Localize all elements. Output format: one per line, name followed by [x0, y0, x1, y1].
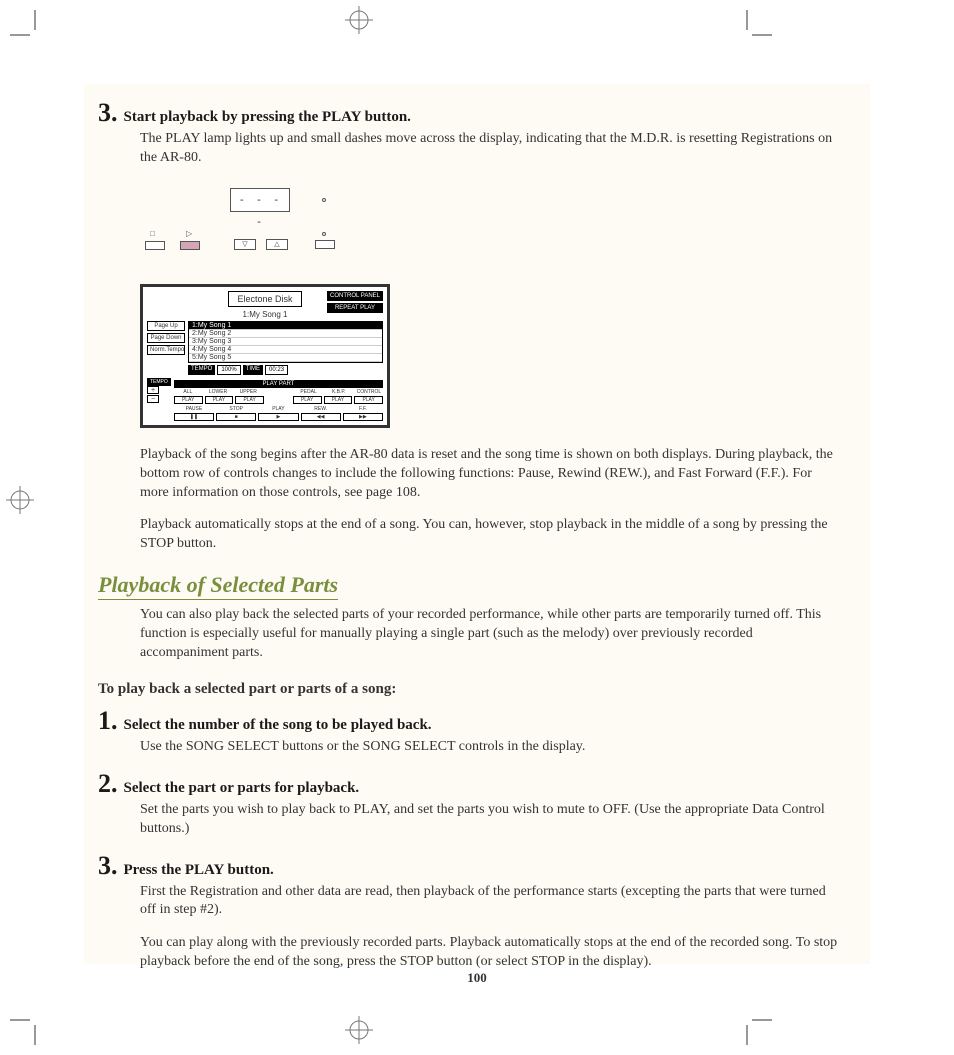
- time-value: 00:23: [265, 365, 288, 375]
- step-number: 1.: [98, 706, 118, 736]
- play-icon: ▷: [186, 229, 192, 238]
- step-1: 1. Select the number of the song to be p…: [96, 706, 840, 757]
- tempo-value: 100%: [217, 365, 240, 375]
- page-content: 3. Start playback by pressing the PLAY b…: [84, 84, 870, 964]
- control-label: REW.: [301, 406, 341, 412]
- control-panel-button: CONTROL PANEL: [327, 291, 383, 301]
- step-title: Press the PLAY button.: [124, 862, 274, 879]
- play-part-header: PLAY PART: [174, 380, 383, 388]
- pause-icon: ❚❚: [174, 413, 214, 421]
- song-list-item: 1:My Song 1: [189, 322, 382, 330]
- song-list-item: 2:My Song 2: [189, 330, 382, 338]
- part-label: UPPER: [234, 389, 262, 395]
- step-3-top: 3. Start playback by pressing the PLAY b…: [96, 98, 840, 168]
- part-label: LOWER: [204, 389, 232, 395]
- repeat-play-button: REPEAT PLAY: [327, 303, 383, 313]
- part-state: PLAY: [293, 396, 322, 404]
- step-3: 3. Press the PLAY button. First the Regi…: [96, 851, 840, 973]
- up-button: △: [266, 239, 288, 250]
- step-title: Select the number of the song to be play…: [124, 717, 432, 734]
- part-state: PLAY: [174, 396, 203, 404]
- control-label: F.F.: [343, 406, 383, 412]
- reg-mark-left: [6, 486, 34, 519]
- play-button: [180, 241, 200, 250]
- page-down-button: Page Down: [147, 333, 185, 343]
- screen-title: Electone Disk: [228, 291, 301, 307]
- part-state: PLAY: [354, 396, 383, 404]
- reg-mark-top: [345, 6, 373, 39]
- time-label: TIME: [243, 365, 263, 375]
- part-state: PLAY: [235, 396, 264, 404]
- crop-mark-br: [732, 1005, 772, 1045]
- playback-paragraph-1: Playback of the song begins after the AR…: [140, 446, 840, 503]
- step-2: 2. Select the part or parts for playback…: [96, 769, 840, 839]
- part-state: PLAY: [324, 396, 353, 404]
- step-number: 3.: [98, 98, 118, 128]
- song-list-item: 5:My Song 5: [189, 354, 382, 362]
- control-label: PAUSE: [174, 406, 214, 412]
- step-body-2: You can play along with the previously r…: [140, 934, 840, 972]
- step-title: Select the part or parts for playback.: [124, 780, 360, 797]
- song-list-item: 4:My Song 4: [189, 346, 382, 354]
- norm-tempo-button: Norm.Tempo: [147, 345, 185, 355]
- indicator-dot: [322, 232, 326, 236]
- section-heading: Playback of Selected Parts: [98, 572, 338, 600]
- stop-icon: □: [150, 229, 155, 238]
- part-label: CONTROL: [355, 389, 383, 395]
- indicator-dot: [322, 198, 326, 202]
- song-list: 1:My Song 1 2:My Song 2 3:My Song 3 4:My…: [188, 321, 383, 363]
- part-state: PLAY: [205, 396, 234, 404]
- song-list-item: 3:My Song 3: [189, 338, 382, 346]
- part-label: PEDAL: [294, 389, 322, 395]
- tempo-section-label: TEMPO: [147, 378, 171, 386]
- stop-icon: ■: [216, 413, 256, 421]
- crop-mark-tr: [732, 10, 772, 50]
- step-number: 3.: [98, 851, 118, 881]
- ff-icon: ▶▶: [343, 413, 383, 421]
- part-label: [264, 389, 292, 395]
- control-label: PLAY: [258, 406, 298, 412]
- section-intro: You can also play back the selected part…: [140, 606, 840, 663]
- tempo-down-button: −: [147, 395, 159, 403]
- hw-button: [315, 240, 335, 249]
- step-body-1: First the Registration and other data ar…: [140, 883, 840, 921]
- down-button: ▽: [234, 239, 256, 250]
- playback-paragraph-2: Playback automatically stops at the end …: [140, 516, 840, 554]
- lcd-display: - - - -: [230, 188, 290, 212]
- reg-mark-bottom: [345, 1016, 373, 1049]
- step-body: Set the parts you wish to play back to P…: [140, 801, 840, 839]
- crop-mark-bl: [10, 1005, 50, 1045]
- page-up-button: Page Up: [147, 321, 185, 331]
- page-number: 100: [467, 970, 487, 986]
- control-label: STOP: [216, 406, 256, 412]
- lcd-screen-diagram: Electone Disk CONTROL PANEL REPEAT PLAY …: [140, 284, 390, 428]
- tempo-up-button: +: [147, 386, 159, 394]
- part-label: K.B.P.: [325, 389, 353, 395]
- step-body: The PLAY lamp lights up and small dashes…: [140, 130, 840, 168]
- step-body: Use the SONG SELECT buttons or the SONG …: [140, 738, 840, 757]
- rewind-icon: ◀◀: [301, 413, 341, 421]
- part-label: ALL: [174, 389, 202, 395]
- crop-mark-tl: [10, 10, 50, 50]
- play-icon: ▶: [258, 413, 298, 421]
- stop-button: [145, 241, 165, 250]
- step-title: Start playback by pressing the PLAY butt…: [124, 109, 411, 126]
- tempo-label: TEMPO: [188, 365, 215, 375]
- subsection-heading: To play back a selected part or parts of…: [98, 681, 840, 698]
- hardware-panel-diagram: - - - - □ ▷ ▽ △: [140, 188, 370, 268]
- step-number: 2.: [98, 769, 118, 799]
